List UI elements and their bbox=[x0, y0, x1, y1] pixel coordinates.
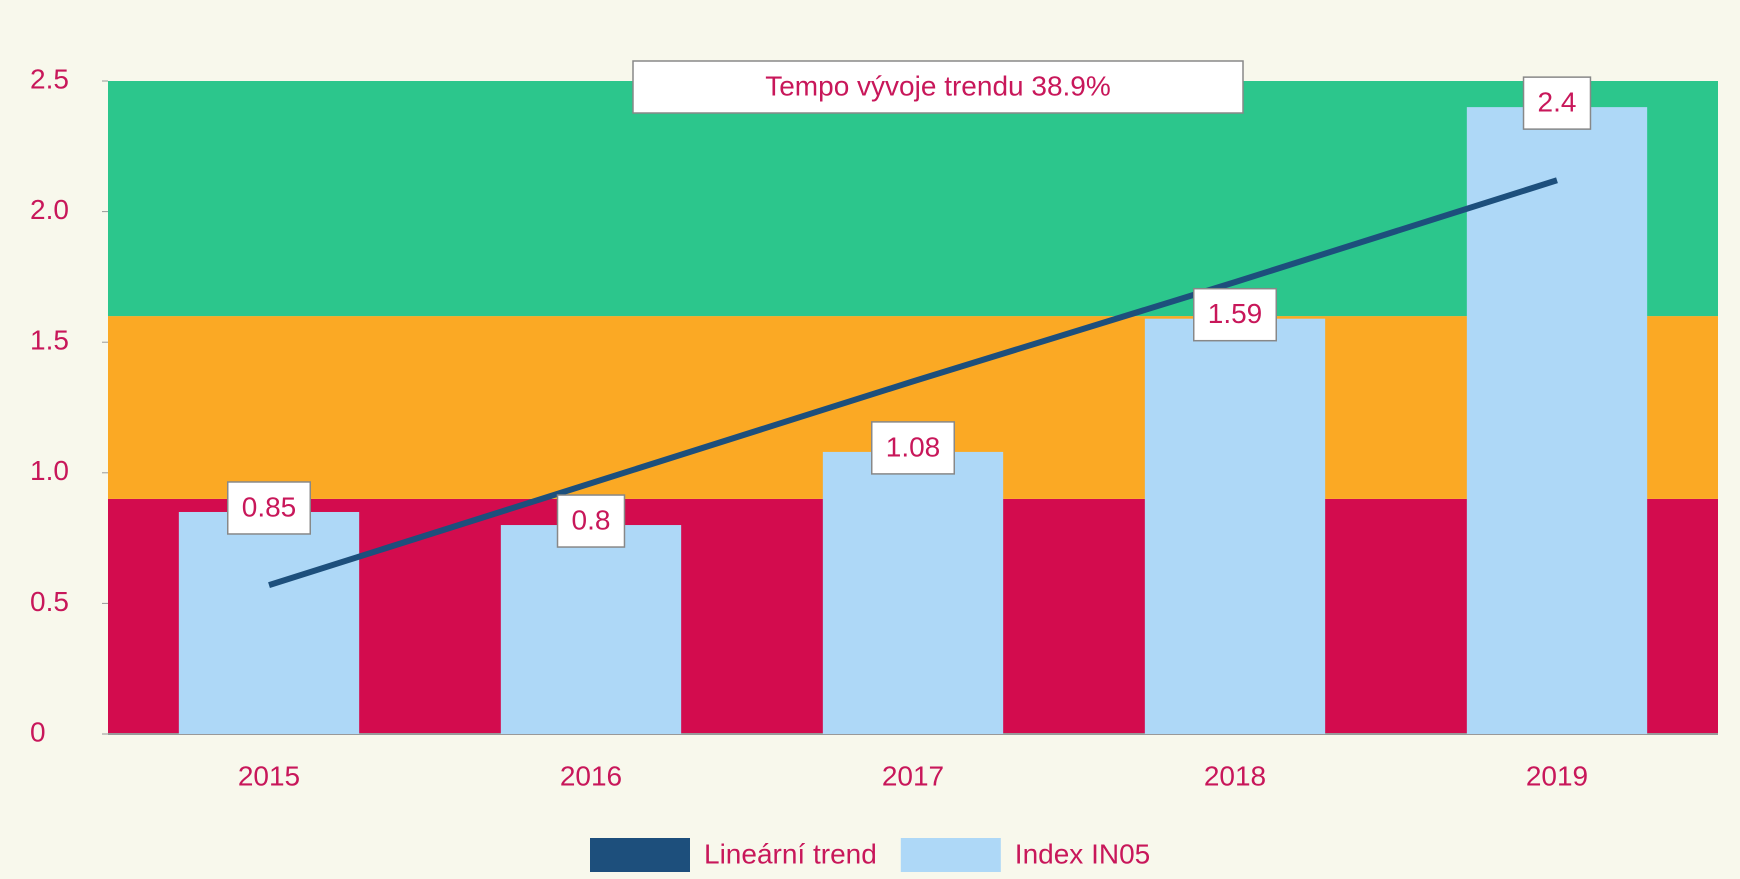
legend-label: Index IN05 bbox=[1015, 838, 1150, 869]
bar bbox=[500, 525, 682, 734]
value-label: 1.59 bbox=[1208, 298, 1263, 329]
annotation-box bbox=[632, 60, 1244, 114]
bar bbox=[1144, 318, 1326, 734]
value-label-box bbox=[1522, 76, 1592, 130]
legend-swatch bbox=[900, 838, 1001, 872]
y-tick-label: 1.0 bbox=[30, 455, 69, 486]
y-tick-label: 2.5 bbox=[30, 63, 69, 94]
band bbox=[108, 81, 1718, 317]
legend-label: Lineární trend bbox=[704, 838, 877, 869]
value-label: 2.4 bbox=[1538, 87, 1577, 118]
y-tick-label: 1.5 bbox=[30, 325, 69, 356]
value-label: 0.85 bbox=[242, 491, 297, 522]
annotation: Tempo vývoje trendu 38.9% bbox=[765, 70, 1111, 101]
x-tick-label: 2017 bbox=[882, 760, 944, 791]
y-tick-label: 0 bbox=[30, 716, 46, 747]
legend-swatch bbox=[590, 838, 690, 872]
y-tick-label: 2.0 bbox=[30, 194, 69, 225]
x-tick-label: 2016 bbox=[560, 760, 622, 791]
bar bbox=[1466, 107, 1648, 735]
bar bbox=[822, 451, 1004, 734]
value-label-box bbox=[227, 481, 311, 535]
y-tick-label: 0.5 bbox=[30, 586, 69, 617]
value-label: 0.8 bbox=[572, 504, 611, 535]
x-tick-label: 2018 bbox=[1204, 760, 1266, 791]
value-label: 1.08 bbox=[886, 431, 941, 462]
x-tick-label: 2019 bbox=[1526, 760, 1588, 791]
trend-line bbox=[268, 177, 1558, 588]
value-label-box bbox=[871, 421, 955, 475]
x-tick-label: 2015 bbox=[238, 760, 300, 791]
bar bbox=[178, 511, 360, 734]
value-label-box bbox=[556, 494, 626, 548]
value-label-box bbox=[1193, 287, 1277, 342]
